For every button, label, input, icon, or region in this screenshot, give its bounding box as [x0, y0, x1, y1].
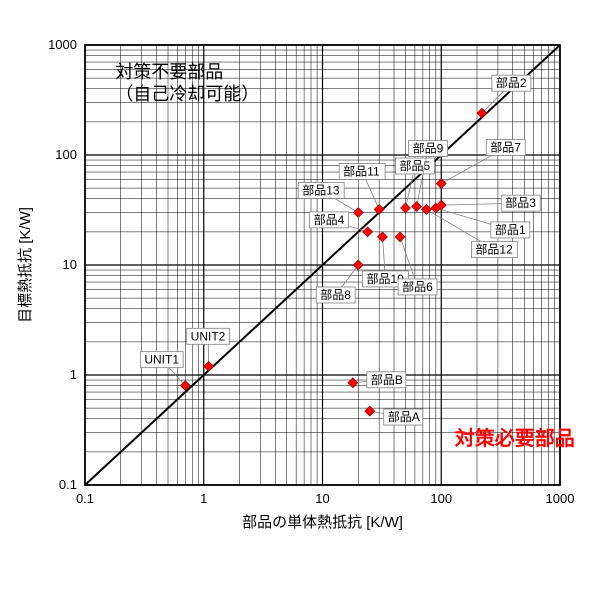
callout-label: 部品8 [320, 287, 351, 302]
callout-label: 部品6 [402, 279, 433, 294]
region-label-no-countermeasure: 対策不要部品 [115, 62, 223, 82]
callout-label: 部品2 [496, 75, 527, 90]
region-label-no-countermeasure: （自己冷却可能） [115, 84, 259, 104]
y-tick-label: 0.1 [59, 477, 77, 492]
y-tick-label: 1 [70, 367, 77, 382]
x-axis-label: 部品の単体熱抵抗 [K/W] [242, 514, 403, 531]
callout-label: 部品A [388, 409, 420, 424]
callout-label: 部品13 [302, 183, 340, 198]
callout-label: 部品12 [475, 241, 513, 256]
callout-label: 部品7 [490, 140, 521, 155]
x-tick-label: 10 [315, 491, 329, 506]
callout-label: 部品1 [495, 222, 526, 237]
scatter-chart: 0.1 1 10 100 1000 0.1 1 10 100 1000 部品の単体熱抵抗 [K/W]… [0, 0, 600, 600]
x-tick-label: 0.1 [76, 491, 94, 506]
y-axis-label: 目標熱抵抗 [K/W] [17, 207, 34, 323]
callout-label: 部品4 [314, 212, 345, 227]
x-tick-label: 1 [200, 491, 207, 506]
y-tick-label: 10 [63, 257, 77, 272]
callout-label: 部品9 [413, 141, 444, 156]
callout-label: 部品11 [343, 163, 380, 178]
callout-label: 部品3 [505, 195, 536, 210]
x-tick-label: 1000 [546, 491, 575, 506]
callout-label: UNIT2 [191, 329, 226, 343]
y-tick-label: 1000 [48, 37, 77, 52]
callout-label: 部品B [371, 372, 403, 387]
callout-label: UNIT1 [144, 353, 179, 367]
region-label-need-countermeasure: 対策必要部品 [454, 426, 575, 450]
x-tick-label: 100 [430, 491, 452, 506]
y-tick-label: 100 [55, 147, 77, 162]
